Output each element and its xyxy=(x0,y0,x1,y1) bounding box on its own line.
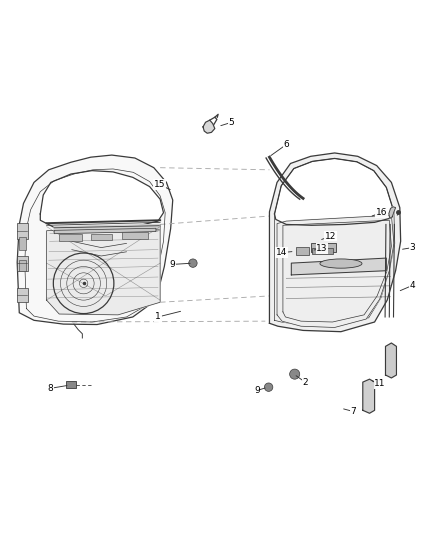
Circle shape xyxy=(290,369,300,379)
Text: 5: 5 xyxy=(229,118,234,127)
Polygon shape xyxy=(40,171,163,229)
Polygon shape xyxy=(54,228,156,233)
Circle shape xyxy=(265,383,273,391)
Text: 2: 2 xyxy=(302,378,308,386)
Bar xyxy=(19,237,26,249)
Text: 11: 11 xyxy=(374,379,386,388)
Text: 9: 9 xyxy=(170,260,176,269)
Circle shape xyxy=(189,259,197,268)
Bar xyxy=(17,223,28,239)
Polygon shape xyxy=(46,224,160,315)
Bar xyxy=(312,248,332,254)
Text: 4: 4 xyxy=(410,281,415,290)
Polygon shape xyxy=(275,158,394,225)
Bar xyxy=(91,233,112,240)
Bar xyxy=(311,243,336,252)
Polygon shape xyxy=(17,155,173,325)
Polygon shape xyxy=(363,379,374,413)
Bar xyxy=(59,233,82,241)
Bar xyxy=(66,381,76,387)
Text: 12: 12 xyxy=(325,232,336,241)
Bar xyxy=(17,256,28,271)
Polygon shape xyxy=(291,258,386,275)
Polygon shape xyxy=(277,215,394,327)
Bar xyxy=(296,247,309,255)
Polygon shape xyxy=(54,224,159,232)
Text: 8: 8 xyxy=(47,384,53,393)
Text: 16: 16 xyxy=(375,208,387,217)
Text: 6: 6 xyxy=(283,140,289,149)
Text: 14: 14 xyxy=(276,248,287,257)
Polygon shape xyxy=(389,207,396,218)
Bar xyxy=(19,260,26,271)
Polygon shape xyxy=(269,153,401,332)
Text: 3: 3 xyxy=(410,243,415,252)
Polygon shape xyxy=(385,343,396,378)
Text: 1: 1 xyxy=(155,312,161,321)
Bar xyxy=(122,232,148,239)
Text: 9: 9 xyxy=(254,386,260,395)
Text: 15: 15 xyxy=(154,180,165,189)
Text: 7: 7 xyxy=(351,407,357,416)
Bar xyxy=(17,288,28,302)
Polygon shape xyxy=(203,120,215,133)
Ellipse shape xyxy=(320,259,362,268)
Text: 13: 13 xyxy=(316,244,328,253)
